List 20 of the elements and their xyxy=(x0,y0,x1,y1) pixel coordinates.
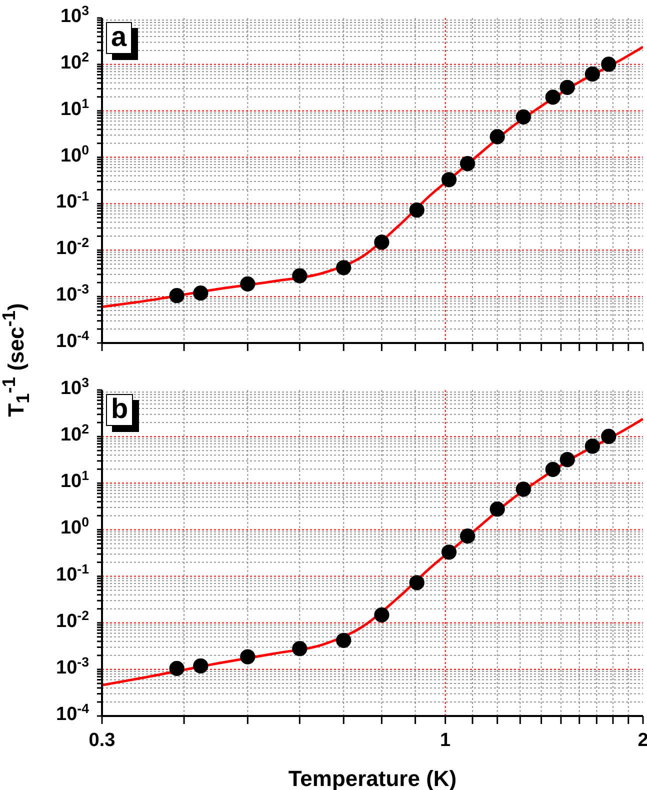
annotation: b xyxy=(106,393,134,426)
y-tick-label: 10$^{-3}$ xyxy=(56,281,89,306)
y-tick-label: 10$^{0}$ xyxy=(60,514,89,539)
x-tick-label: 1 xyxy=(440,730,452,751)
x-tick-label: 0.3 xyxy=(88,730,116,751)
y-tick-label: 10$^{3}$ xyxy=(60,374,89,399)
y-tick-label: 10$^{1}$ xyxy=(60,95,90,120)
y-tick-label: 10$^{-1}$ xyxy=(56,560,90,586)
y-tick-label: 10$^{-3}$ xyxy=(56,654,89,678)
y-tick-label: 10$^{-2}$ xyxy=(56,234,89,260)
y-tick-label: 10$^{0}$ xyxy=(60,142,89,166)
y-tick-label: 10$^{-2}$ xyxy=(56,607,89,632)
y-tick-label: 10$^{-4}$ xyxy=(56,328,90,352)
y-tick-label: 10$^{-4}$ xyxy=(56,700,90,725)
y-tick-label: 10$^{1}$ xyxy=(60,468,90,492)
y-tick-label: 10$^{2}$ xyxy=(60,421,89,446)
y-tick-label: 10$^{3}$ xyxy=(60,2,89,27)
y-tick-label: 10$^{-1}$ xyxy=(56,188,90,213)
annotation: a xyxy=(106,21,132,54)
y-tick-label: 10$^{2}$ xyxy=(60,48,89,74)
